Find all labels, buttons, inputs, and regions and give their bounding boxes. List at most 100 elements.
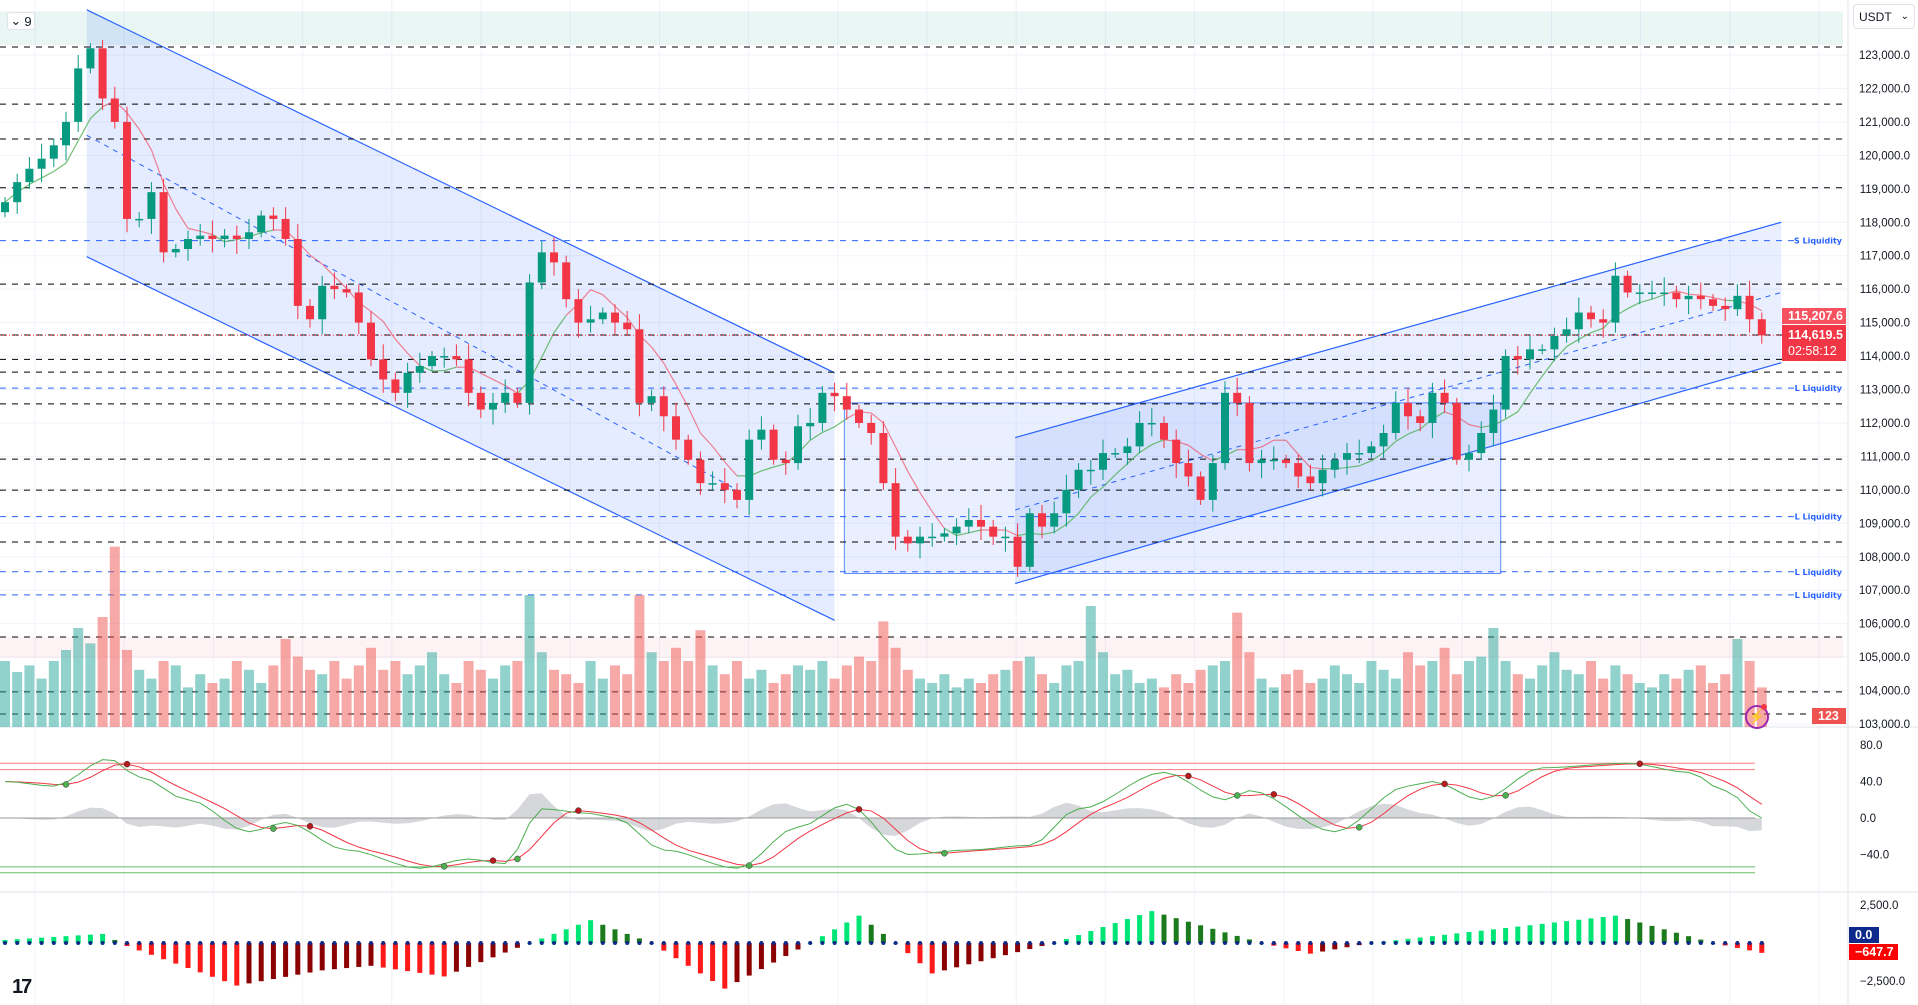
moving-average-segment — [675, 384, 689, 408]
macd-histogram-bar — [258, 943, 264, 982]
moving-average-segment — [1261, 439, 1275, 448]
macd-zero-dot — [1210, 941, 1215, 945]
moving-average-segment — [1468, 424, 1482, 428]
volume-bar — [1232, 612, 1243, 727]
macd-zero-dot — [271, 941, 276, 945]
volume-bar — [1220, 661, 1230, 727]
macd-zero-dot — [1552, 941, 1557, 945]
macd-histogram-bar — [1600, 917, 1606, 943]
macd-histogram-bar — [392, 943, 398, 970]
macd-zero-dot — [1345, 941, 1349, 945]
price-axis-label: 114,000.0 — [1860, 351, 1910, 363]
candle-body — [1611, 275, 1620, 323]
macd-zero-dot — [747, 941, 752, 945]
macd-zero-dot — [1332, 941, 1337, 945]
macd-zero-dot — [1711, 941, 1715, 945]
macd-histogram-bar — [722, 943, 728, 989]
volume-bar — [231, 661, 242, 727]
macd-histogram-bar — [1100, 927, 1106, 943]
moving-average-segment — [956, 532, 969, 537]
moving-average-segment — [1200, 453, 1214, 462]
macd-histogram-bar — [600, 924, 606, 943]
candle-body — [1660, 292, 1669, 294]
macd-zero-dot — [991, 941, 996, 945]
candle-body — [98, 48, 107, 99]
macd-histogram-bar — [905, 943, 911, 954]
macd-histogram-bar — [1747, 943, 1753, 951]
cross-dot — [855, 806, 863, 813]
macd-zero-dot — [1235, 941, 1240, 945]
candle-body — [550, 252, 558, 263]
macd-zero-dot — [344, 941, 349, 945]
candle-body — [1074, 469, 1083, 490]
macd-histogram-bar — [246, 943, 252, 984]
moving-average-segment — [907, 471, 921, 493]
candle-body — [293, 238, 302, 306]
macd-zero-dot — [686, 941, 691, 945]
macd-histogram-bar — [990, 943, 996, 959]
macd-zero-dot — [808, 941, 813, 945]
moving-average-segment — [1065, 512, 1080, 525]
volume-bar — [744, 678, 755, 727]
volume-bar — [988, 674, 999, 727]
macd-axis-label: 2,500.0 — [1860, 900, 1898, 912]
last-price: 114,619.5 — [1788, 328, 1843, 342]
candle-body — [830, 392, 839, 397]
volume-bar — [1732, 639, 1743, 727]
moving-average-segment — [175, 208, 189, 229]
macd-zero-dot — [15, 941, 20, 945]
macd-zero-tag: 0.0 — [1849, 927, 1879, 943]
moving-average-segment — [224, 238, 237, 243]
volume-bar — [1171, 674, 1182, 727]
macd-histogram-bar — [441, 943, 447, 977]
volume-bar — [1488, 628, 1499, 727]
currency-select[interactable]: USDT ⌄ — [1853, 4, 1915, 29]
volume-bar — [1098, 652, 1108, 727]
macd-zero-dot — [259, 941, 264, 945]
volume-bar — [341, 678, 352, 727]
volume-bar — [817, 661, 828, 727]
volume-bar — [1671, 678, 1682, 727]
currency-label: USDT — [1859, 9, 1892, 24]
price-axis-label: 116,000.0 — [1860, 284, 1910, 296]
candle-body — [1684, 295, 1693, 300]
macd-zero-dot — [881, 941, 886, 945]
tradingview-logo[interactable]: 17 — [12, 976, 32, 998]
volume-bar — [1476, 656, 1487, 727]
interval-button[interactable]: ⌄ 9 — [7, 12, 35, 30]
macd-histogram-bar — [1625, 919, 1631, 943]
candle-body — [232, 235, 241, 239]
candle-body — [1538, 349, 1547, 351]
volume-bar — [1512, 674, 1523, 727]
macd-histogram-bar — [173, 943, 179, 964]
volume-bar — [1134, 683, 1145, 727]
moving-average-segment — [309, 254, 323, 265]
macd-zero-dot — [186, 941, 190, 945]
oscillator-axis-label: −40.0 — [1860, 850, 1889, 862]
candle-body — [1379, 432, 1388, 447]
macd-zero-dot — [247, 941, 251, 945]
macd-zero-dot — [356, 941, 361, 945]
price-axis-label: 112,000.0 — [1860, 418, 1910, 430]
candle-body — [574, 299, 583, 323]
moving-average-segment — [895, 446, 909, 472]
macd-histogram-bar — [148, 943, 154, 955]
macd-zero-dot — [1064, 941, 1069, 945]
volume-bar — [1207, 665, 1218, 727]
lightning-icon[interactable]: ⚡ — [1745, 705, 1769, 729]
volume-bar — [1354, 683, 1365, 727]
candle-body — [1038, 513, 1046, 527]
descending-channel-lower-line — [86, 256, 835, 621]
moving-average-segment — [1553, 346, 1568, 361]
macd-histogram-bar — [917, 943, 923, 964]
candle-body — [1367, 446, 1376, 454]
macd-histogram-bar — [856, 915, 862, 943]
descending-channel-upper-line — [86, 9, 835, 374]
price-axis-label: 109,000.0 — [1859, 518, 1910, 530]
candle-body — [1391, 402, 1400, 433]
volume-bar — [951, 687, 962, 727]
macd-zero-dot — [100, 941, 105, 945]
volume-bar — [427, 652, 437, 727]
macd-zero-dot — [491, 941, 495, 945]
